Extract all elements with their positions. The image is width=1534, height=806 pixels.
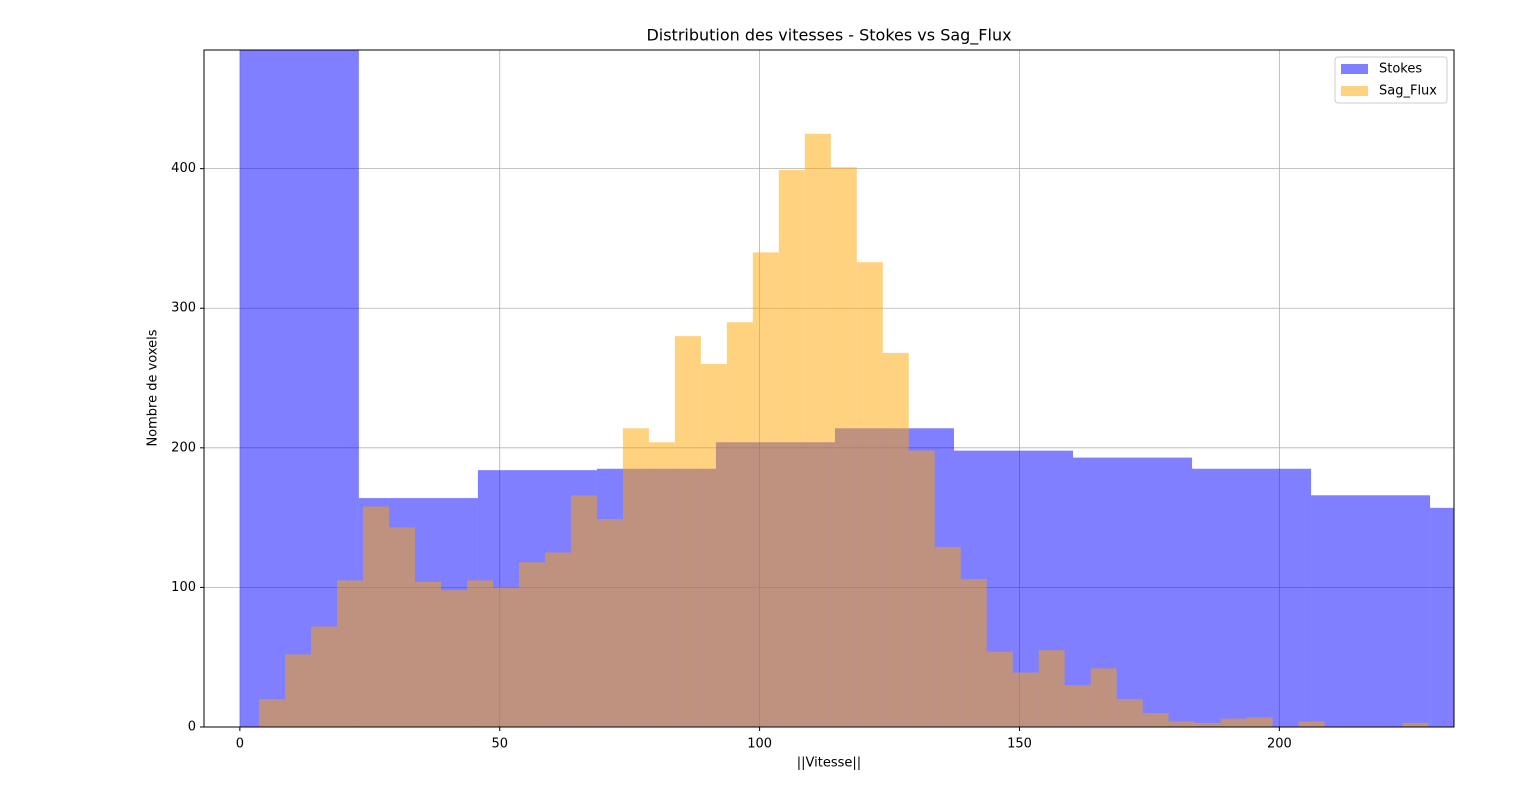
histogram-bar: [934, 546, 961, 727]
histogram-bar: [570, 495, 597, 727]
bars: [239, 50, 1454, 727]
histogram-bar: [518, 562, 545, 727]
legend-label: Sag_Flux: [1379, 84, 1437, 99]
histogram-bar: [1142, 713, 1169, 727]
histogram-bar: [1038, 650, 1065, 727]
x-tick-label: 50: [491, 737, 508, 752]
histogram-bar: [285, 654, 312, 727]
histogram-bar: [1116, 699, 1143, 727]
histogram-bar: [1194, 722, 1221, 727]
histogram-bar: [622, 428, 649, 727]
histogram-bar: [1298, 721, 1325, 727]
histogram-bar: [1220, 718, 1247, 727]
histogram-bar: [778, 170, 805, 727]
histogram-bar: [804, 133, 831, 727]
histogram-bar: [700, 364, 727, 727]
histogram-bar: [259, 699, 286, 727]
histogram-bar: [674, 336, 701, 727]
y-tick-label: 300: [171, 301, 196, 316]
y-tick-label: 400: [171, 161, 196, 176]
histogram-bar: [415, 581, 442, 727]
histogram-bar: [908, 450, 935, 727]
histogram-bar: [752, 252, 779, 727]
legend-label: Stokes: [1379, 62, 1422, 77]
histogram-bar: [363, 506, 390, 727]
x-tick-label: 150: [1007, 737, 1032, 752]
histogram-bar: [960, 579, 987, 727]
legend-swatch: [1341, 64, 1368, 74]
y-tick-label: 100: [171, 580, 196, 595]
histogram-bar: [726, 322, 753, 727]
histogram-bar: [1168, 721, 1195, 727]
histogram-bar: [1090, 668, 1117, 727]
histogram-bar: [1012, 672, 1039, 727]
plot-frame: [203, 49, 1455, 728]
histogram-bar: [311, 626, 338, 727]
legend-swatch: [1341, 86, 1368, 96]
chart-title: Distribution des vitesses - Stokes vs Sa…: [646, 26, 1011, 46]
x-tick-label: 100: [747, 737, 772, 752]
y-tick-label: 0: [188, 720, 196, 735]
histogram-bar: [596, 519, 623, 727]
histogram-bar: [337, 580, 364, 727]
legend: Stokes Sag_Flux: [1334, 56, 1448, 104]
y-tick-label: 200: [171, 440, 196, 455]
histogram-bar: [1430, 507, 1454, 727]
histogram-bar: [492, 587, 519, 727]
histogram-bar: [544, 552, 571, 727]
x-axis-label: ||Vitesse||: [797, 756, 861, 771]
histogram-bar: [882, 352, 909, 727]
histogram-bar: [1402, 722, 1429, 727]
histogram-bar: [389, 527, 416, 727]
histogram-bar: [1064, 685, 1091, 727]
histogram-bar: [648, 442, 675, 727]
histogram-bar: [830, 167, 857, 727]
histogram-bar: [1246, 717, 1273, 727]
histogram-bar: [1192, 468, 1312, 727]
histogram-bar: [856, 262, 883, 727]
axes: 0 50 100 150 200 0 100 200 300 400: [171, 49, 1455, 752]
y-axis-label: Nombre de voxels: [146, 329, 161, 446]
histogram-bar: [441, 590, 467, 727]
histogram-bar: [1311, 495, 1431, 727]
histogram-bar: [986, 651, 1013, 727]
histogram-bar: [466, 580, 493, 727]
x-tick-label: 0: [236, 737, 244, 752]
x-tick-label: 200: [1267, 737, 1292, 752]
